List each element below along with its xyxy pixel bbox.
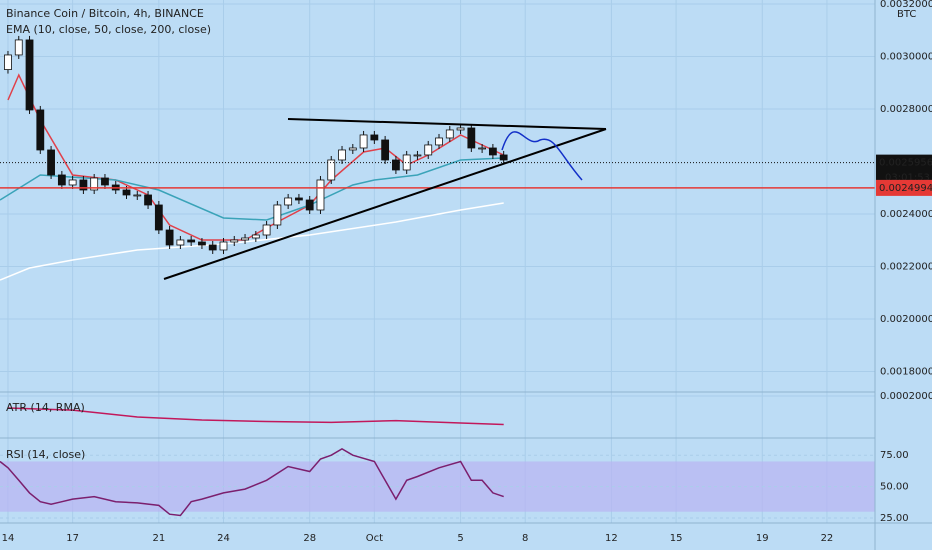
candle-body bbox=[208, 244, 217, 251]
unit-label: BTC bbox=[897, 9, 916, 20]
x-tick-label: 14 bbox=[2, 533, 15, 544]
x-tick-label: 5 bbox=[457, 533, 463, 544]
y-tick-label: 0.0002000 bbox=[880, 391, 932, 402]
candle-body bbox=[187, 239, 196, 243]
indicator-label: RSI (14, close) bbox=[6, 448, 85, 461]
grid bbox=[0, 0, 875, 523]
candle-body bbox=[370, 134, 379, 141]
candle-body bbox=[467, 127, 476, 149]
x-tick-label: 19 bbox=[756, 533, 769, 544]
candle-body bbox=[445, 129, 454, 139]
x-tick-label: 21 bbox=[152, 533, 165, 544]
x-tick-label: Oct bbox=[366, 533, 383, 544]
candle-body bbox=[176, 239, 185, 246]
candle-body bbox=[57, 174, 66, 186]
candle-body bbox=[381, 139, 390, 161]
indicator-label: EMA (10, close, 50, close, 200, close) bbox=[6, 23, 211, 36]
y-tick-label: 0.0030000 bbox=[880, 51, 932, 62]
candle-body bbox=[36, 109, 45, 151]
candle-body bbox=[327, 159, 336, 181]
countdown-label: 03:01:53 bbox=[885, 173, 930, 184]
candle-body bbox=[101, 177, 109, 186]
y-tick-label: 0.0024000 bbox=[880, 209, 932, 220]
x-tick-label: 22 bbox=[821, 533, 834, 544]
candle-body bbox=[133, 194, 142, 197]
candle-body bbox=[273, 204, 282, 226]
candle-body bbox=[478, 147, 487, 150]
candle-body bbox=[262, 224, 271, 236]
candle-body bbox=[305, 199, 314, 211]
x-tick-label: 15 bbox=[670, 533, 683, 544]
candle-body bbox=[402, 154, 411, 171]
candle-body bbox=[424, 144, 433, 156]
trendline bbox=[163, 128, 607, 280]
trendline bbox=[287, 118, 607, 130]
candle-body bbox=[295, 197, 303, 201]
candle-body bbox=[68, 179, 77, 186]
candle-body bbox=[90, 177, 99, 191]
price-label-box bbox=[876, 154, 932, 185]
candle-body bbox=[122, 189, 131, 196]
line-series bbox=[7, 407, 504, 426]
candle-body bbox=[251, 234, 260, 239]
y-tick-label: 0.0020000 bbox=[880, 314, 932, 325]
candle-body bbox=[284, 197, 293, 206]
y-tick-label: 50.00 bbox=[880, 482, 909, 493]
candle-body bbox=[79, 179, 88, 191]
indicator-label: ATR (14, RMA) bbox=[6, 401, 85, 414]
candle-body bbox=[413, 154, 422, 157]
x-tick-label: 28 bbox=[303, 533, 316, 544]
y-tick-label: 0.0032000 bbox=[880, 0, 932, 10]
candle-body bbox=[25, 39, 34, 111]
y-tick-label: 25.00 bbox=[880, 513, 909, 524]
x-tick-label: 24 bbox=[217, 533, 230, 544]
candle-body bbox=[499, 154, 508, 161]
candle-body bbox=[359, 134, 368, 149]
price-label: 0.0025956 bbox=[879, 158, 932, 169]
candle-body bbox=[14, 39, 23, 56]
y-tick-label: 0.0028000 bbox=[880, 104, 932, 115]
chart-title: Binance Coin / Bitcoin, 4h, BINANCE bbox=[6, 7, 204, 20]
x-tick-label: 12 bbox=[605, 533, 618, 544]
candle-body bbox=[165, 229, 174, 246]
candle-body bbox=[348, 147, 357, 151]
candle-body bbox=[241, 237, 249, 241]
candle-body bbox=[230, 239, 239, 243]
candle-body bbox=[338, 149, 346, 161]
line-series bbox=[0, 448, 504, 517]
price-label-box bbox=[876, 179, 932, 196]
candle-body bbox=[198, 241, 206, 246]
candle-body bbox=[4, 54, 12, 70]
candle-body bbox=[154, 204, 163, 231]
candle-body bbox=[435, 137, 443, 146]
candle-body bbox=[219, 241, 228, 251]
y-tick-label: 75.00 bbox=[880, 450, 909, 461]
candle-body bbox=[488, 147, 497, 156]
forecast-path bbox=[501, 131, 583, 181]
price-label: 0.0024994 bbox=[879, 183, 932, 194]
candle-body bbox=[144, 194, 152, 206]
y-tick-label: 0.0018000 bbox=[880, 367, 932, 378]
candle-body bbox=[456, 127, 465, 131]
candle-body bbox=[392, 159, 400, 171]
y-tick-label: 0.0022000 bbox=[880, 261, 932, 272]
marks bbox=[0, 35, 875, 517]
x-tick-label: 8 bbox=[522, 533, 528, 544]
x-tick-label: 17 bbox=[66, 533, 79, 544]
candle-body bbox=[316, 179, 325, 211]
